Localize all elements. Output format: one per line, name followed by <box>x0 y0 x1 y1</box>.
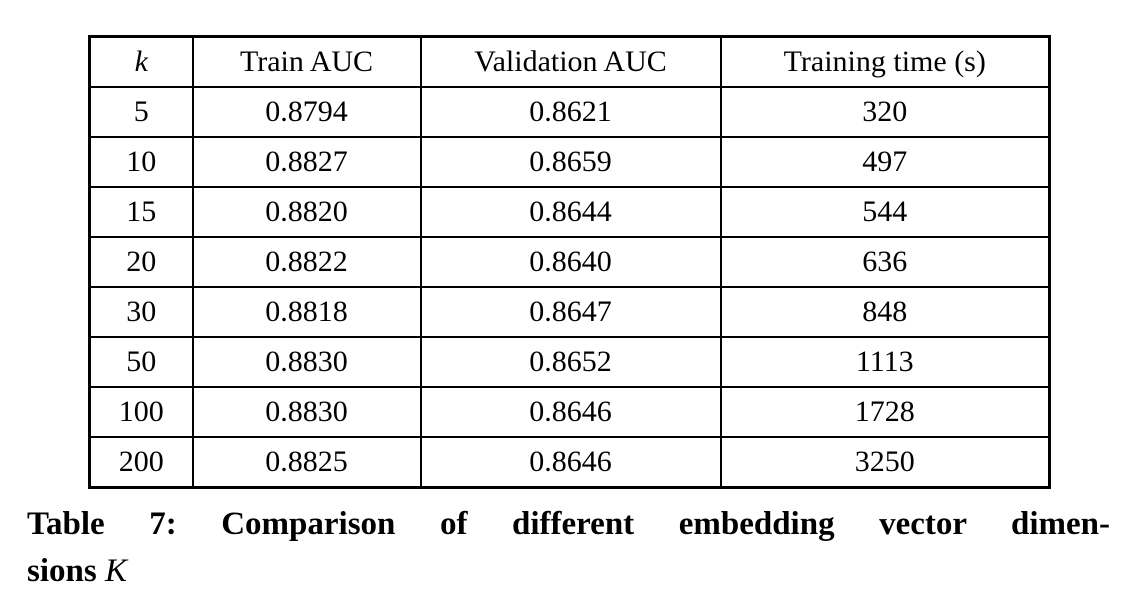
table-body: 5 0.8794 0.8621 320 10 0.8827 0.8659 497 15 0.882… <box>88 86 1051 489</box>
table-cell: 0.8830 <box>191 336 422 388</box>
table-cell: 10 <box>88 136 194 188</box>
column-header-k: k <box>88 35 194 88</box>
table-cell: 848 <box>719 286 1051 338</box>
table-cell: 1113 <box>719 336 1051 388</box>
table-cell: 0.8644 <box>419 186 722 238</box>
table-row: 100 0.8830 0.8646 1728 <box>88 386 1051 438</box>
table-row: 20 0.8822 0.8640 636 <box>88 236 1051 288</box>
table-cell: 30 <box>88 286 194 338</box>
table-row: 15 0.8820 0.8644 544 <box>88 186 1051 238</box>
table-cell: 50 <box>88 336 194 388</box>
table-row: 30 0.8818 0.8647 848 <box>88 286 1051 338</box>
table-cell: 100 <box>88 386 194 438</box>
table-cell: 636 <box>719 236 1051 288</box>
table-cell: 0.8830 <box>191 386 422 438</box>
caption-line-1: Table 7: Comparison of different embeddi… <box>27 506 1110 542</box>
column-header-validation-auc: Validation AUC <box>419 35 722 88</box>
table-cell: 3250 <box>719 436 1051 489</box>
table-cell: 5 <box>88 86 194 138</box>
column-header-train-auc: Train AUC <box>191 35 422 88</box>
table-cell: 0.8820 <box>191 186 422 238</box>
table-row: 50 0.8830 0.8652 1113 <box>88 336 1051 388</box>
table-cell: 0.8647 <box>419 286 722 338</box>
table-cell: 544 <box>719 186 1051 238</box>
table-cell: 0.8652 <box>419 336 722 388</box>
table-cell: 497 <box>719 136 1051 188</box>
table-cell: 0.8827 <box>191 136 422 188</box>
table-cell: 0.8818 <box>191 286 422 338</box>
table-row: 10 0.8827 0.8659 497 <box>88 136 1051 188</box>
table-cell: 0.8646 <box>419 436 722 489</box>
table-row: 200 0.8825 0.8646 3250 <box>88 436 1051 489</box>
table-cell: 0.8621 <box>419 86 722 138</box>
results-table: k Train AUC Validation AUC Training time… <box>88 35 1051 489</box>
table-cell: 0.8822 <box>191 236 422 288</box>
caption-line-2: sions K <box>27 548 1110 595</box>
table-cell: 15 <box>88 186 194 238</box>
table-cell: 0.8825 <box>191 436 422 489</box>
table-cell: 0.8646 <box>419 386 722 438</box>
table-cell: 200 <box>88 436 194 489</box>
table-cell: 0.8640 <box>419 236 722 288</box>
table-row: 5 0.8794 0.8621 320 <box>88 86 1051 138</box>
caption-line-2-text: sions <box>27 553 105 589</box>
table-cell: 320 <box>719 86 1051 138</box>
caption-k-symbol: K <box>104 553 127 589</box>
table-cell: 0.8659 <box>419 136 722 188</box>
table-header-row: k Train AUC Validation AUC Training time… <box>88 35 1051 88</box>
table-cell: 20 <box>88 236 194 288</box>
column-header-training-time: Training time (s) <box>719 35 1051 88</box>
table-cell: 0.8794 <box>191 86 422 138</box>
table-caption: Table 7: Comparison of different embeddi… <box>27 501 1110 595</box>
table-cell: 1728 <box>719 386 1051 438</box>
